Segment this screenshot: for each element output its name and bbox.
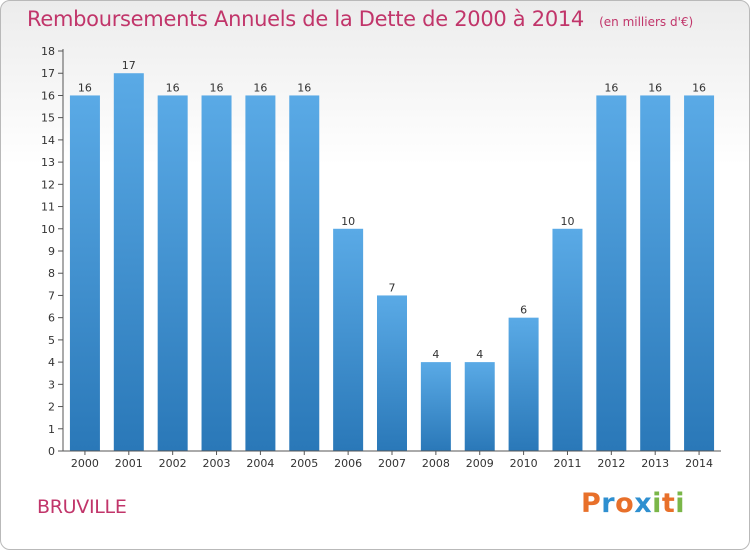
x-tick-label: 2001 bbox=[115, 457, 143, 470]
y-tick-label: 8 bbox=[48, 267, 55, 280]
bar bbox=[201, 95, 232, 451]
chart-title: Remboursements Annuels de la Dette de 20… bbox=[27, 7, 584, 31]
x-tick-label: 2005 bbox=[290, 457, 318, 470]
y-tick-label: 7 bbox=[48, 289, 55, 302]
y-tick-label: 15 bbox=[41, 112, 55, 125]
bar bbox=[289, 95, 320, 451]
logo-letter: o bbox=[615, 488, 635, 519]
y-tick-label: 4 bbox=[48, 356, 55, 369]
bar-value-label: 16 bbox=[692, 81, 706, 94]
bar-value-label: 17 bbox=[122, 59, 136, 72]
bar-value-label: 10 bbox=[560, 215, 574, 228]
y-tick-label: 18 bbox=[41, 45, 55, 58]
bar bbox=[464, 362, 495, 451]
x-tick-label: 2012 bbox=[597, 457, 625, 470]
bar bbox=[596, 95, 627, 451]
x-tick-label: 2014 bbox=[685, 457, 713, 470]
proxiti-logo: Proxiti bbox=[581, 488, 685, 519]
x-tick-label: 2009 bbox=[466, 457, 494, 470]
y-tick-label: 14 bbox=[41, 134, 55, 147]
x-tick-label: 2004 bbox=[246, 457, 274, 470]
bar-value-label: 4 bbox=[432, 348, 439, 361]
bars-group: 16 17 16 16 16 16 10 7 4 4 6 10 16 16 16 bbox=[69, 59, 715, 451]
y-tick-label: 2 bbox=[48, 401, 55, 414]
bar bbox=[245, 95, 276, 451]
bar bbox=[552, 228, 583, 451]
commune-name: BRUVILLE bbox=[37, 496, 127, 518]
bar bbox=[113, 73, 144, 451]
logo-letter: P bbox=[581, 488, 602, 519]
bar-value-label: 16 bbox=[297, 81, 311, 94]
x-tick-label: 2010 bbox=[510, 457, 538, 470]
logo-letter: i bbox=[652, 488, 662, 519]
bar-value-label: 7 bbox=[389, 281, 396, 294]
x-tick-label: 2007 bbox=[378, 457, 406, 470]
bar-value-label: 16 bbox=[210, 81, 224, 94]
bar-value-label: 16 bbox=[648, 81, 662, 94]
x-tick-label: 2011 bbox=[553, 457, 581, 470]
bar bbox=[157, 95, 188, 451]
logo-letter: r bbox=[601, 488, 616, 519]
bar-value-label: 4 bbox=[476, 348, 483, 361]
y-tick-label: 11 bbox=[41, 201, 55, 214]
bar-value-label: 10 bbox=[341, 215, 355, 228]
x-tick-label: 2000 bbox=[71, 457, 99, 470]
bar-value-label: 16 bbox=[253, 81, 267, 94]
bar bbox=[508, 317, 539, 451]
y-tick-label: 1 bbox=[48, 423, 55, 436]
bar bbox=[333, 228, 364, 451]
chart-subtitle: (en milliers d'€) bbox=[599, 15, 694, 29]
logo-letter: x bbox=[634, 488, 653, 519]
bar bbox=[377, 295, 407, 451]
bar-value-label: 6 bbox=[520, 304, 527, 317]
logo-letter: t bbox=[661, 488, 676, 519]
y-tick-label: 6 bbox=[48, 312, 55, 325]
y-tick-label: 0 bbox=[48, 445, 55, 458]
x-tick-label: 2008 bbox=[422, 457, 450, 470]
y-tick-label: 5 bbox=[48, 334, 55, 347]
y-tick-label: 17 bbox=[41, 67, 55, 80]
logo-letter: i bbox=[675, 488, 686, 519]
bar-value-label: 16 bbox=[604, 81, 618, 94]
x-tick-label: 2003 bbox=[203, 457, 231, 470]
y-tick-label: 16 bbox=[41, 89, 55, 102]
y-tick-label: 13 bbox=[41, 156, 55, 169]
bar bbox=[684, 95, 715, 451]
x-tick-label: 2002 bbox=[159, 457, 187, 470]
x-tick-label: 2013 bbox=[641, 457, 669, 470]
bar-value-label: 16 bbox=[166, 81, 180, 94]
x-tick-label: 2006 bbox=[334, 457, 362, 470]
y-tick-label: 9 bbox=[48, 245, 55, 258]
bar-value-label: 16 bbox=[78, 81, 92, 94]
bar bbox=[420, 362, 451, 451]
y-tick-label: 10 bbox=[41, 223, 55, 236]
title-row: Remboursements Annuels de la Dette de 20… bbox=[27, 7, 693, 31]
y-tick-label: 12 bbox=[41, 178, 55, 191]
bar bbox=[69, 95, 100, 451]
bar bbox=[640, 95, 671, 451]
y-tick-label: 3 bbox=[48, 378, 55, 391]
